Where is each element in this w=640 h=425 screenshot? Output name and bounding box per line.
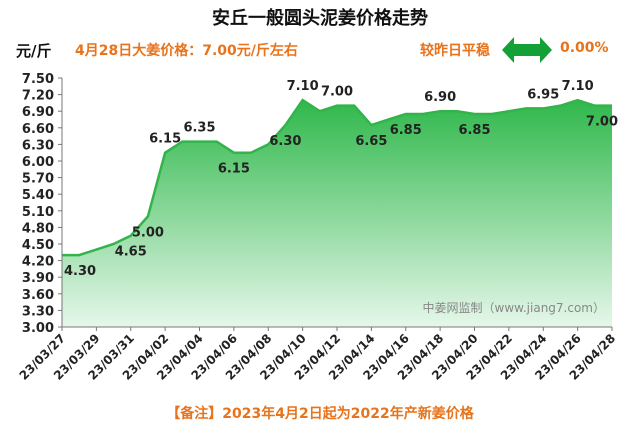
double-arrow-icon [502,37,552,63]
data-label: 4.30 [64,264,96,279]
y-tick-label: 5.40 [22,188,54,203]
y-tick-label: 4.50 [22,238,54,253]
compare-label: 较昨日平稳 [420,43,490,59]
data-label: 7.10 [562,79,594,94]
data-label: 6.15 [218,162,250,177]
y-tick-label: 3.60 [22,288,54,303]
data-label: 6.95 [527,87,559,102]
y-tick-label: 6.90 [22,105,54,120]
y-tick-label: 7.50 [22,72,54,87]
y-tick-label: 3.30 [22,304,54,319]
y-tick-label: 6.30 [22,138,54,153]
data-label: 6.65 [355,134,387,149]
area-fill [62,100,612,327]
y-tick-label: 3.90 [22,271,54,286]
data-label: 6.85 [458,123,490,138]
price-summary: 4月28日大姜价格：7.00元/斤左右 [75,43,298,59]
y-tick-label: 5.10 [22,205,54,220]
y-tick-label: 4.80 [22,221,54,236]
compare-value: 0.00% [560,40,609,56]
chart-title: 安丘一般圆头泥姜价格走势 [212,8,428,29]
data-label: 7.00 [321,85,353,100]
data-label: 6.35 [183,121,215,136]
footnote: 【备注】2023年4月2日起为2022年产新姜价格 [166,406,474,422]
unit-label: 元/斤 [16,42,52,60]
data-label: 6.90 [424,90,456,105]
data-label: 6.85 [390,123,422,138]
y-tick-label: 5.70 [22,172,54,187]
series-line [62,98,612,257]
data-label: 6.15 [149,132,181,147]
data-label: 5.00 [132,225,164,240]
data-label: 6.30 [269,134,301,149]
y-tick-label: 6.00 [22,155,54,170]
y-tick-label: 3.00 [22,321,54,336]
y-tick-label: 4.20 [22,255,54,270]
data-label: 4.65 [115,245,147,260]
y-tick-label: 7.20 [22,89,54,104]
watermark: 中姜网监制（www.jiang7.com） [423,300,605,315]
data-label: 7.00 [586,115,618,130]
data-label: 7.10 [287,79,319,94]
y-tick-label: 6.60 [22,122,54,137]
